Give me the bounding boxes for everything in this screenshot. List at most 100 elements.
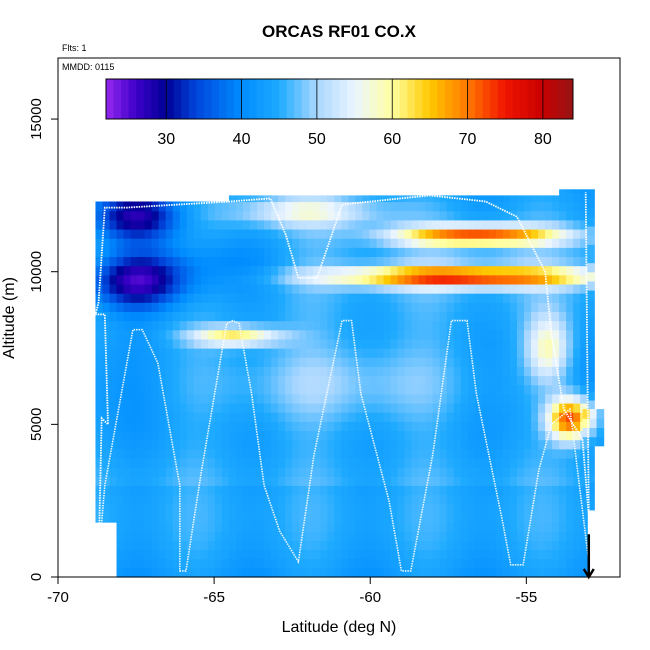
heatmap-cell xyxy=(502,439,511,450)
heatmap-cell xyxy=(250,540,258,551)
heatmap-cell xyxy=(418,283,427,294)
heatmap-cell xyxy=(439,448,448,459)
heatmap-cell xyxy=(320,540,328,551)
heatmap-cell xyxy=(355,540,364,551)
heatmap-cell xyxy=(250,494,258,505)
heatmap-cell xyxy=(573,467,581,477)
heatmap-cell xyxy=(538,421,546,432)
heatmap-cell xyxy=(264,567,272,578)
heatmap-cell xyxy=(334,567,342,578)
heatmap-cell xyxy=(116,522,125,532)
heatmap-cell xyxy=(158,412,167,422)
heatmap-cell xyxy=(179,393,188,404)
heatmap-cell xyxy=(257,485,265,496)
heatmap-cell xyxy=(158,219,167,230)
heatmap-cell xyxy=(383,503,392,514)
heatmap-cell xyxy=(186,366,195,377)
heatmap-cell xyxy=(488,476,497,487)
heatmap-cell xyxy=(495,402,504,413)
heatmap-cell xyxy=(172,503,181,514)
heatmap-cell xyxy=(221,219,230,230)
heatmap-cell xyxy=(242,412,251,422)
heatmap-cell xyxy=(573,265,581,276)
heatmap-cell xyxy=(242,448,251,459)
heatmap-cell xyxy=(334,522,342,532)
heatmap-cell xyxy=(235,329,244,340)
heatmap-cell xyxy=(235,195,244,203)
heatmap-cell xyxy=(376,549,385,560)
heatmap-cell xyxy=(538,195,546,203)
heatmap-cell xyxy=(446,329,455,340)
heatmap-cell xyxy=(306,283,314,294)
heatmap-cell xyxy=(538,476,546,487)
heatmap-cell xyxy=(271,412,279,422)
heatmap-cell xyxy=(186,522,195,532)
heatmap-cell xyxy=(186,467,195,477)
heatmap-cell xyxy=(257,274,265,285)
heatmap-cell xyxy=(390,195,399,203)
heatmap-cell xyxy=(383,494,392,505)
heatmap-cell xyxy=(320,238,328,248)
heatmap-cell xyxy=(193,338,202,349)
heatmap-cell xyxy=(467,522,476,532)
heatmap-cell xyxy=(580,329,588,340)
heatmap-cell xyxy=(453,393,462,404)
heatmap-cell xyxy=(109,302,118,312)
heatmap-cell xyxy=(509,384,518,395)
heatmap-cell xyxy=(509,448,518,459)
heatmap-cell xyxy=(516,503,525,514)
heatmap-cell xyxy=(186,293,195,303)
heatmap-cell xyxy=(397,302,406,312)
heatmap-cell xyxy=(467,531,476,541)
heatmap-cell xyxy=(460,558,469,569)
heatmap-cell xyxy=(481,348,490,358)
heatmap-cell xyxy=(474,384,483,395)
heatmap-cell xyxy=(509,302,518,312)
heatmap-cell xyxy=(369,375,378,386)
colorbar-tick-label: 70 xyxy=(459,131,477,148)
heatmap-cell xyxy=(376,302,385,312)
heatmap-cell xyxy=(467,238,476,248)
heatmap-cell xyxy=(334,228,342,239)
heatmap-cell xyxy=(397,393,406,404)
heatmap-cell xyxy=(369,430,378,441)
heatmap-cell xyxy=(453,247,462,258)
heatmap-cell xyxy=(320,494,328,505)
heatmap-cell xyxy=(523,293,532,303)
heatmap-cell xyxy=(264,375,272,386)
heatmap-cell xyxy=(271,338,279,349)
heatmap-cell xyxy=(362,348,371,358)
heatmap-cell xyxy=(144,366,153,377)
heatmap-cell xyxy=(278,348,286,358)
heatmap-cell xyxy=(446,549,455,560)
heatmap-cell xyxy=(523,201,532,212)
heatmap-cell xyxy=(580,402,588,413)
heatmap-cell xyxy=(545,219,553,230)
heatmap-cell xyxy=(432,366,441,377)
heatmap-cell xyxy=(130,522,139,532)
heatmap-cell xyxy=(348,393,356,404)
heatmap-cell xyxy=(502,549,511,560)
heatmap-cell xyxy=(235,531,244,541)
heatmap-cell xyxy=(158,485,167,496)
heatmap-cell xyxy=(123,412,132,422)
heatmap-cell xyxy=(299,402,307,413)
heatmap-cell xyxy=(144,457,153,468)
heatmap-cell xyxy=(207,402,216,413)
heatmap-cell xyxy=(580,549,588,560)
heatmap-cell xyxy=(193,320,202,331)
heatmap-cell xyxy=(341,494,349,505)
heatmap-cell xyxy=(214,293,223,303)
heatmap-cell xyxy=(179,448,188,459)
heatmap-cell xyxy=(467,494,476,505)
heatmap-cell xyxy=(292,412,300,422)
heatmap-cell xyxy=(580,494,588,505)
heatmap-cell xyxy=(418,357,427,367)
heatmap-cell xyxy=(439,393,448,404)
heatmap-cell xyxy=(144,476,153,487)
heatmap-cell xyxy=(369,531,378,541)
heatmap-cell xyxy=(278,293,286,303)
heatmap-cell xyxy=(285,421,293,432)
heatmap-cell xyxy=(390,467,399,477)
heatmap-cell xyxy=(397,265,406,276)
